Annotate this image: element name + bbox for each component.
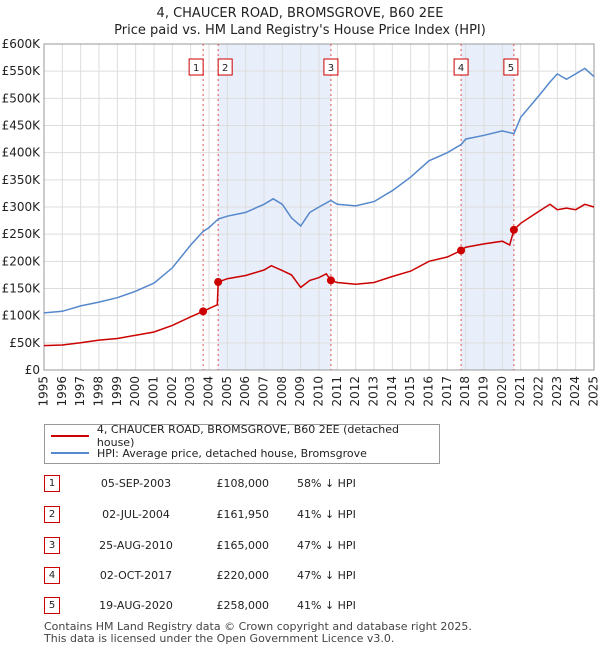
sale-date: 05-SEP-2003 <box>100 477 172 490</box>
x-tick-label: 2025 <box>587 376 600 407</box>
chart-title: 4, CHAUCER ROAD, BROMSGROVE, B60 2EE <box>156 6 444 21</box>
y-tick-label: £150K <box>2 282 42 296</box>
sale-label-number: 5 <box>508 63 514 74</box>
sale-hpi-diff: 41% ↓ HPI <box>297 508 356 521</box>
sale-number-badge: 1 <box>44 475 60 492</box>
sale-number-badge: 3 <box>44 537 60 554</box>
sale-label-number: 2 <box>222 63 228 74</box>
legend-label-hpi: HPI: Average price, detached house, Brom… <box>97 446 367 460</box>
x-tick-label: 2012 <box>348 376 362 407</box>
sale-price: £108,000 <box>216 477 270 490</box>
table-row: 2 02-JUL-2004 £161,950 41% ↓ HPI <box>44 506 564 524</box>
sale-date: 02-OCT-2017 <box>99 569 173 582</box>
x-tick-label: 2020 <box>495 376 509 407</box>
x-tick-label: 2005 <box>220 376 234 407</box>
x-tick-label: 2000 <box>128 376 142 407</box>
price-chart: £0 £50K £100K £150K £200K £250K £300K £350K £400… <box>2 37 600 407</box>
sale-price: £161,950 <box>216 508 270 521</box>
sale-label-box <box>453 58 469 76</box>
y-tick-label: £0 <box>25 363 40 377</box>
sale-point <box>326 276 335 285</box>
x-tick-label: 2022 <box>532 376 546 407</box>
x-tick-label: 2004 <box>202 376 216 407</box>
sale-price: £220,000 <box>216 569 270 582</box>
sale-point <box>457 246 466 255</box>
y-tick-label: £350K <box>2 173 42 187</box>
legend-label-property: 4, CHAUCER ROAD, BROMSGROVE, B60 2EE (de… <box>96 423 399 449</box>
chart-subtitle: Price paid vs. HM Land Registry's House … <box>114 23 486 38</box>
sale-number-badge: 4 <box>44 567 60 584</box>
y-tick-label: £50K <box>9 336 41 350</box>
sale-label-number: 4 <box>458 63 464 74</box>
sale-point <box>509 225 518 234</box>
sale-number-badge: 2 <box>44 506 60 523</box>
x-tick-label: 2008 <box>275 376 289 407</box>
legend-swatch-red <box>51 435 89 437</box>
footer-copyright: Contains HM Land Registry data © Crown c… <box>44 620 472 633</box>
x-tick-label: 1995 <box>37 376 51 407</box>
x-tick-label: 2002 <box>165 376 179 407</box>
y-tick-label: £400K <box>2 146 42 160</box>
sale-date: 02-JUL-2004 <box>102 508 170 521</box>
x-tick-label: 2010 <box>312 376 326 407</box>
sale-label-box <box>217 58 233 76</box>
x-tick-label: 2013 <box>367 376 381 407</box>
sale-label-number: 3 <box>328 63 334 74</box>
sale-date: 25-AUG-2010 <box>99 539 173 552</box>
x-tick-label: 2014 <box>385 376 399 407</box>
sale-hpi-diff: 47% ↓ HPI <box>297 569 356 582</box>
x-tick-label: 2003 <box>183 376 197 407</box>
y-tick-label: £100K <box>2 309 42 323</box>
sale-date: 19-AUG-2020 <box>99 599 173 612</box>
legend-item-hpi: HPI: Average price, detached house, Brom… <box>51 445 367 461</box>
x-tick-label: 2024 <box>568 376 582 407</box>
x-tick-label: 2015 <box>403 376 417 407</box>
y-tick-label: £500K <box>2 91 42 105</box>
footer-licence: This data is licensed under the Open Gov… <box>44 632 395 645</box>
x-tick-label: 2001 <box>147 376 161 407</box>
sale-label-box <box>503 58 519 76</box>
x-tick-label: 2018 <box>458 376 472 407</box>
x-tick-label: 2023 <box>550 376 564 407</box>
y-tick-label: £250K <box>2 227 42 241</box>
sale-price: £165,000 <box>216 539 270 552</box>
table-row: 4 02-OCT-2017 £220,000 47% ↓ HPI <box>44 567 564 585</box>
table-row: 3 25-AUG-2010 £165,000 47% ↓ HPI <box>44 537 564 555</box>
sale-point <box>214 278 223 287</box>
x-tick-label: 2019 <box>477 376 491 407</box>
sale-label-box <box>323 58 339 76</box>
y-tick-label: £450K <box>2 119 42 133</box>
x-tick-label: 2021 <box>513 376 527 407</box>
series-line <box>43 67 595 314</box>
x-tick-label: 1999 <box>110 376 124 407</box>
sale-hpi-diff: 58% ↓ HPI <box>297 477 356 490</box>
y-tick-label: £200K <box>2 254 42 268</box>
sale-label-number: 1 <box>193 63 199 74</box>
y-tick-label: £300K <box>2 200 42 214</box>
legend: 4, CHAUCER ROAD, BROMSGROVE, B60 2EE (de… <box>44 423 440 464</box>
series-line <box>43 203 595 347</box>
x-tick-label: 1998 <box>92 376 106 407</box>
table-row: 5 19-AUG-2020 £258,000 41% ↓ HPI <box>44 597 564 615</box>
sale-hpi-diff: 41% ↓ HPI <box>297 599 356 612</box>
legend-item-property: 4, CHAUCER ROAD, BROMSGROVE, B60 2EE (de… <box>51 423 439 449</box>
x-tick-label: 1996 <box>55 376 69 407</box>
x-tick-label: 2009 <box>293 376 307 407</box>
y-tick-label: £550K <box>2 64 42 78</box>
y-tick-label: £600K <box>2 37 42 51</box>
x-tick-label: 2017 <box>440 376 454 407</box>
x-tick-label: 2006 <box>238 376 252 407</box>
x-tick-label: 1997 <box>73 376 87 407</box>
sale-point <box>199 307 208 316</box>
sale-hpi-diff: 47% ↓ HPI <box>297 539 356 552</box>
legend-swatch-blue <box>51 452 89 454</box>
sale-price: £258,000 <box>216 599 270 612</box>
sale-label-box <box>188 58 204 76</box>
sale-number-badge: 5 <box>44 597 60 614</box>
table-row: 1 05-SEP-2003 £108,000 58% ↓ HPI <box>44 475 564 493</box>
x-tick-label: 2016 <box>422 376 436 407</box>
x-tick-label: 2011 <box>330 376 344 407</box>
x-tick-label: 2007 <box>257 376 271 407</box>
